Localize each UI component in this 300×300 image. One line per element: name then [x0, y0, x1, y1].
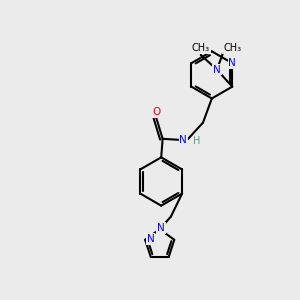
Text: N: N — [213, 64, 221, 75]
Text: CH₃: CH₃ — [192, 44, 210, 53]
Text: O: O — [152, 107, 160, 117]
Text: N: N — [157, 223, 165, 233]
Text: H: H — [194, 136, 201, 146]
Text: N: N — [179, 135, 187, 145]
Text: N: N — [147, 234, 154, 244]
Text: CH₃: CH₃ — [223, 44, 241, 53]
Text: N: N — [228, 58, 236, 68]
